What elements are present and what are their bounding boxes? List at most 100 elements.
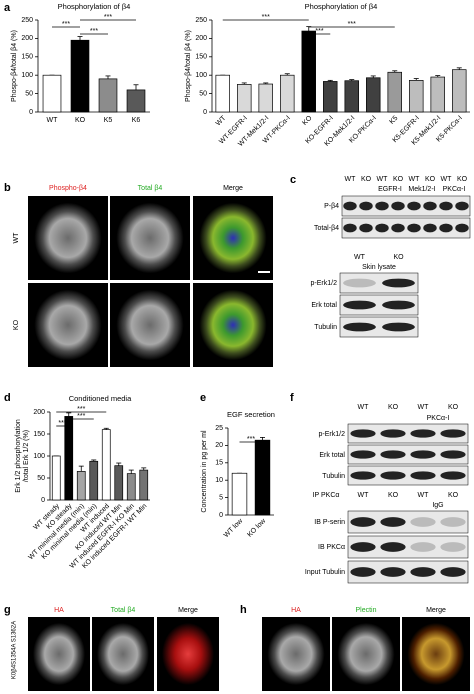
column-label: HA (291, 607, 301, 614)
bar (231, 472, 248, 516)
y-tick-label: 100 (195, 72, 207, 79)
blot-band (410, 517, 436, 527)
row-label: p-Erk1/2 (311, 280, 338, 287)
bar (76, 471, 86, 501)
panel-letter: d (4, 392, 11, 404)
blot-band (375, 201, 389, 211)
blot (341, 217, 471, 239)
y-tick-label: 50 (199, 90, 207, 97)
y-axis-label: Erk 1/2 phosphorylation (15, 419, 22, 493)
row-label: Tubulin (322, 473, 345, 480)
y-tick-label: 200 (21, 35, 33, 42)
bar (98, 78, 118, 113)
lane-label: WT (358, 492, 370, 499)
row-label: WT (13, 232, 20, 244)
blot-band (423, 201, 437, 211)
blot-band (440, 517, 466, 527)
panel-letter: e (200, 392, 206, 404)
row-label: Input Tubulin (305, 569, 345, 576)
blot-band (359, 201, 373, 211)
x-tick-label: KO low (246, 517, 268, 539)
column-label: Total β4 (138, 185, 163, 192)
lane-label: KO (361, 176, 372, 183)
y-tick-label: 50 (37, 475, 45, 482)
bar (114, 465, 124, 501)
chart-title: Conditioned media (69, 394, 132, 403)
blot-band (350, 542, 376, 552)
bar (344, 80, 359, 113)
blot-band (440, 542, 466, 552)
blot-band (439, 223, 453, 233)
blot-band (350, 429, 376, 438)
blot-band (350, 517, 376, 527)
y-axis-label: Concentration in pg per ml (201, 430, 208, 513)
bar (237, 84, 252, 113)
blot-title: Skin lysate (362, 264, 396, 271)
lane-label: WT (345, 176, 357, 183)
blot-band (410, 429, 436, 438)
x-tick-label: K6 (132, 117, 141, 124)
blot (339, 272, 419, 294)
row-label: p-Erk1/2 (319, 431, 346, 438)
blot-band (423, 223, 437, 233)
column-label: Merge (178, 607, 198, 614)
chart-title: Phosphorylation of β4 (58, 2, 131, 11)
bar (430, 76, 445, 113)
blot (347, 535, 469, 559)
bar (70, 39, 90, 113)
bar (126, 89, 146, 113)
panel-letter: h (240, 604, 247, 616)
inhibitor-label: EGFR-I (378, 186, 402, 193)
y-axis-label: /total Erk 1/2 (%) (23, 430, 30, 482)
blot-band (350, 471, 376, 480)
blot-band (380, 471, 406, 480)
lane-label: WT (377, 176, 389, 183)
bar (139, 469, 149, 501)
lane-label: WT (354, 254, 366, 261)
y-tick-label: 5 (219, 494, 223, 501)
row-label: KO (13, 319, 20, 330)
cell (34, 289, 102, 361)
bar (101, 429, 111, 501)
cell (337, 622, 395, 686)
lane-label: KO (393, 254, 404, 261)
row-label: P-β4 (324, 203, 339, 210)
lane-label: KO (448, 404, 459, 411)
y-tick-label: 100 (33, 453, 45, 460)
bar (452, 69, 467, 113)
row-label: Erk total (311, 302, 337, 309)
blot-band (440, 471, 466, 480)
y-tick-label: 0 (219, 512, 223, 519)
y-tick-label: 250 (21, 17, 33, 24)
blot-band (455, 223, 469, 233)
blot-band (380, 517, 406, 527)
y-tick-label: 200 (33, 409, 45, 416)
igg-label: IgG (432, 502, 443, 509)
cell (96, 622, 150, 686)
significance-label: *** (90, 28, 98, 35)
column-label: HA (54, 607, 64, 614)
y-tick-label: 10 (215, 477, 223, 484)
y-tick-label: 50 (25, 90, 33, 97)
blot-band (391, 201, 405, 211)
x-tick-label: WT (47, 117, 59, 124)
blot-band (382, 278, 415, 288)
blot-band (359, 223, 373, 233)
y-tick-label: 0 (29, 109, 33, 116)
blot-band (391, 223, 405, 233)
blot (341, 195, 471, 217)
blot-band (455, 201, 469, 211)
cell (267, 622, 325, 686)
y-tick-label: 150 (21, 54, 33, 61)
row-label: Total-β4 (314, 225, 339, 232)
cell (199, 289, 267, 361)
panel-letter: b (4, 182, 11, 194)
x-tick-label: K5 (388, 115, 399, 126)
chart-title: EGF secretion (227, 410, 275, 419)
blot-band (380, 567, 406, 577)
blot-band (407, 223, 421, 233)
blot (339, 316, 419, 338)
column-label: Total β4 (111, 607, 136, 614)
lane-label: WT (358, 404, 370, 411)
